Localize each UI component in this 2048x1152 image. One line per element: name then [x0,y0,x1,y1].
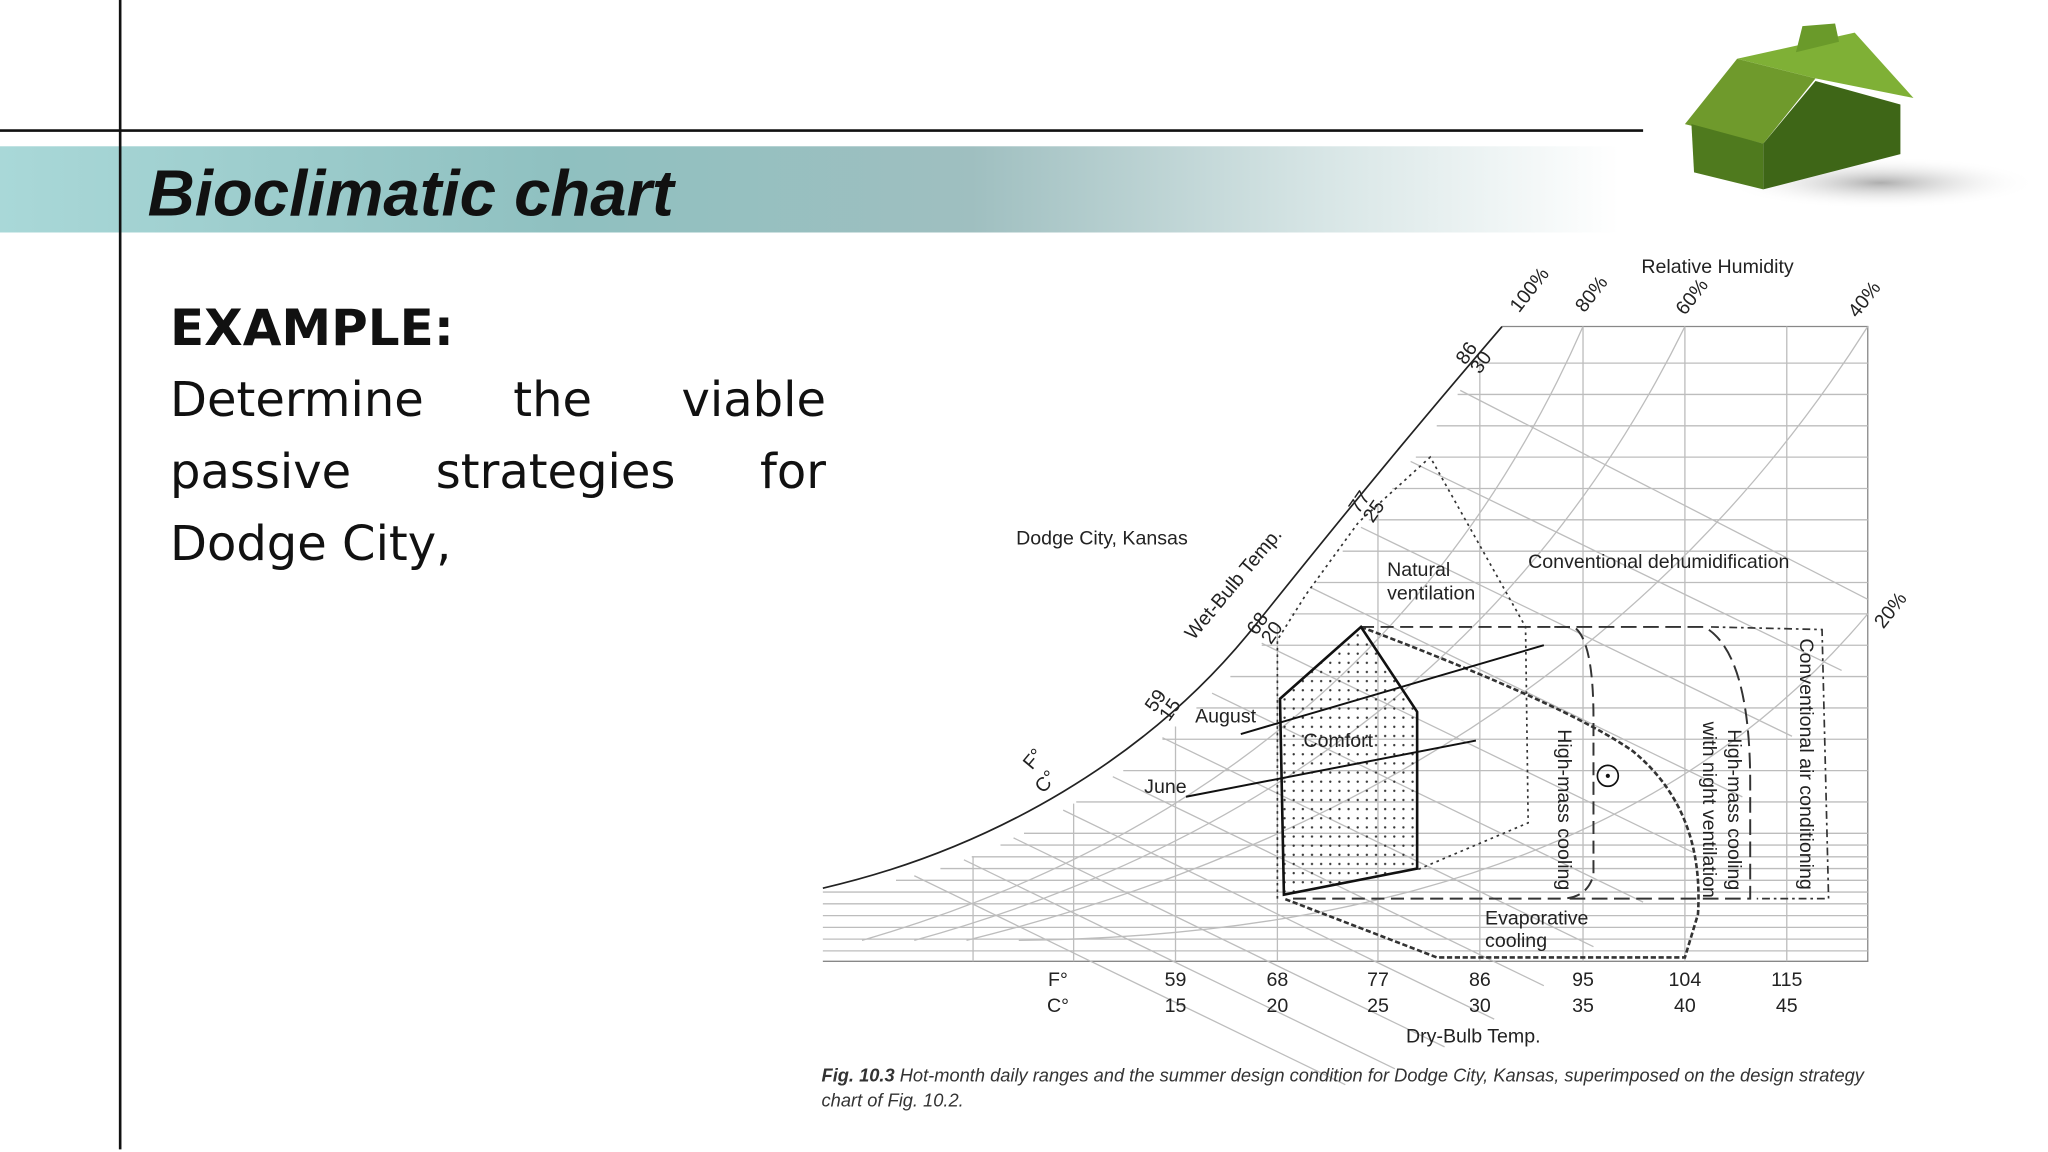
rh-title: Relative Humidity [1641,256,1794,278]
wet-bulb-line [1062,809,1495,1020]
zone-label: ventilation [1387,583,1475,605]
zone-label: High-mass cooling [1723,729,1745,890]
zone-label: Comfort [1304,730,1374,752]
rh-curve [966,326,1869,942]
design-condition-dot [1605,773,1610,778]
august-range [1240,644,1545,735]
x-tick-label-c: 20 [1266,995,1288,1017]
x-tick-label-c: 30 [1469,995,1491,1017]
air-conditioning-zone [1711,626,1830,900]
saturation-curve [822,325,1503,889]
evaporative-zone [1283,625,1700,959]
house-icon [1684,23,2038,209]
paragraph: Determine the viable passive strategies … [170,372,826,572]
x-tick-label-f: 77 [1367,969,1389,991]
night-ventilation-zone [1554,625,1752,900]
comfort-zone [1278,624,1419,897]
house-roof-right [1737,32,1914,98]
design-condition [1596,764,1620,788]
caption: Fig. 10.3 Hot-month daily ranges and the… [822,1064,1866,1085]
wet-bulb-line [1410,460,1842,672]
rh-label: 60% [1672,275,1713,319]
x-tick-label-c: 40 [1674,995,1696,1017]
caption-text: Hot-month daily ranges and the summer de… [900,1064,1866,1085]
zone-label: cooling [1485,930,1547,952]
x-tick-label-f: 95 [1572,969,1594,991]
title-band [0,146,1620,233]
zone-label: Natural [1387,559,1450,581]
x-tick-label-c: 25 [1367,995,1389,1017]
slide-title: Bioclimatic chart [148,157,676,230]
x-tick-label-c: 15 [1165,995,1187,1017]
zone-label: Conventional dehumidification [1528,551,1789,573]
june-range [1185,739,1477,798]
body-text: EXAMPLE: Determine the viable passive st… [170,292,826,580]
wet-bulb-line [914,875,1346,1086]
rh-curve [1018,613,1869,942]
rh-label: 100% [1506,264,1554,317]
high-mass-zone [1286,625,1595,900]
x-tick-label-f: 115 [1771,969,1802,991]
house-roof-left [1684,58,1816,144]
rh-label: 80% [1571,272,1612,316]
x-tick-label-f: 68 [1266,969,1288,991]
house-wall-front [1691,124,1764,190]
rh-curve [861,326,1584,942]
x-unit-c: C° [1047,995,1069,1017]
x-axis-title: Dry-Bulb Temp. [1406,1025,1541,1047]
psychrometric-chart: Relative Humidity Dodge City, Kansas Wet… [822,256,1912,1110]
zone-label: with night ventilation [1698,721,1720,898]
zone-label: Conventional air conditioning [1795,638,1817,889]
caption-text: chart of Fig. 10.2. [822,1089,964,1110]
x-unit-f: F° [1048,969,1068,991]
x-tick-label-f: 59 [1165,969,1187,991]
house-chimney [1795,23,1840,53]
location-label: Dodge City, Kansas [1016,528,1188,550]
wet-bulb-line [963,859,1396,1070]
wet-bulb-line [1013,837,1445,1048]
x-tick-label-f: 104 [1669,969,1702,991]
x-tick-label-c: 35 [1572,995,1594,1017]
caption-label: Fig. 10.3 [822,1064,895,1085]
rh-label: 20% [1870,588,1911,632]
x-tick-label-c: 45 [1776,995,1798,1017]
x-tick-label-f: 86 [1469,969,1491,991]
natural-ventilation-zone [1276,455,1530,899]
month-label: August [1195,705,1257,727]
heading: EXAMPLE: [170,299,454,357]
wet-bulb-line [1360,526,1793,737]
wet-bulb-line [1459,389,1869,600]
month-label: June [1144,776,1187,798]
zone-label: Evaporative [1485,908,1588,930]
rh-label: 40% [1844,277,1885,321]
zone-label: High-mass cooling [1553,729,1575,890]
chart-grid [822,326,1869,1086]
house-wall-side [1763,80,1901,190]
